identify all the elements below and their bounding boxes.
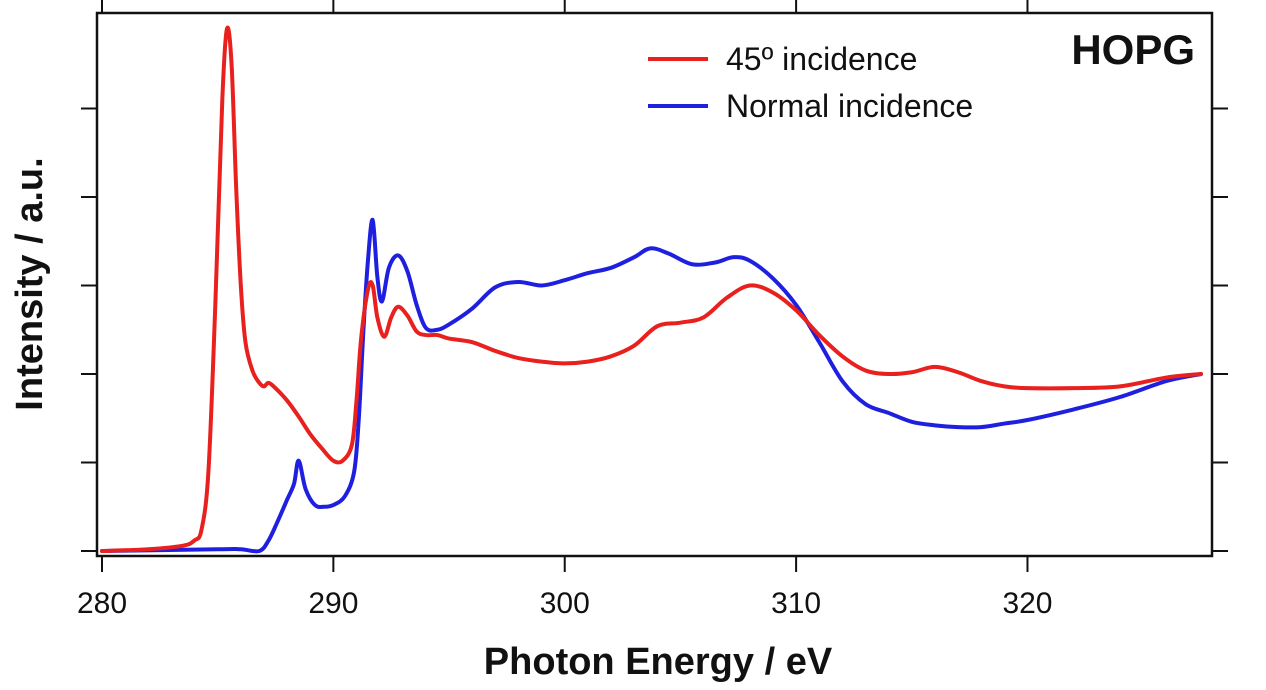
legend: 45º incidence Normal incidence (648, 41, 973, 124)
series-layer (100, 25, 1203, 554)
series-line-45-incidence (100, 25, 1203, 553)
x-axis-ticks: 280 290 300 310 320 (77, 0, 1053, 620)
y-axis-label: Intensity / a.u. (9, 157, 51, 410)
x-tick-label: 280 (77, 587, 127, 620)
sample-annotation: HOPG (1071, 26, 1195, 73)
plot-frame (95, 11, 1214, 558)
x-axis-label: Photon Energy / eV (484, 641, 833, 683)
x-tick-label: 320 (1002, 587, 1052, 620)
x-tick-label: 290 (308, 587, 358, 620)
legend-label-45-incidence: 45º incidence (726, 41, 917, 77)
legend-label-normal-incidence: Normal incidence (726, 88, 973, 124)
y-axis-ticks (81, 107, 1228, 552)
x-tick-label: 310 (771, 587, 821, 620)
x-tick-label: 300 (540, 587, 590, 620)
series-line-normal-incidence (100, 218, 1203, 554)
